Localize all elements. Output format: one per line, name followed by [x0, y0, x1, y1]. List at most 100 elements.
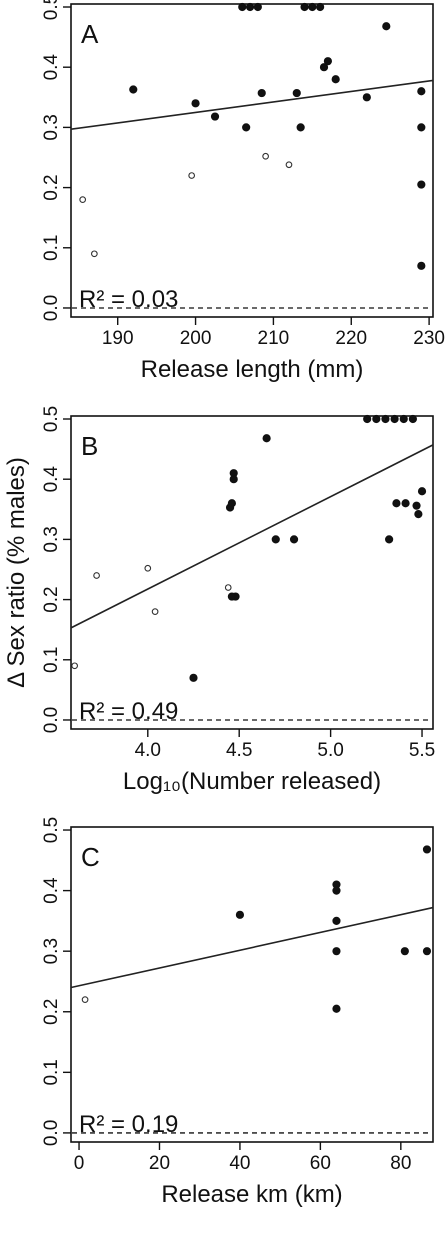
filled-point-c [332, 1004, 341, 1013]
filled-point-a [417, 261, 426, 270]
y-tick-label-c: 0.4 [41, 877, 62, 904]
filled-point-b [229, 475, 238, 484]
x-tick-label-c: 20 [149, 1153, 170, 1174]
plot-frame-b [70, 415, 434, 730]
filled-point-b [417, 487, 427, 496]
filled-point-c [422, 947, 432, 956]
filled-point-b [414, 510, 423, 519]
open-point-a [79, 196, 87, 203]
filled-point-a [362, 93, 371, 102]
filled-point-c [235, 910, 245, 919]
y-tick-label-a: 0.5 [41, 0, 62, 20]
filled-point-b [363, 414, 372, 424]
filled-point-c [332, 947, 341, 956]
x-tick-label-b: 5.0 [317, 740, 343, 761]
filled-point-a [300, 2, 309, 12]
filled-point-a [129, 85, 138, 94]
panel-b: B R² = 0.49 Log₁₀(Number released) Δ Sex… [3, 406, 435, 795]
filled-point-a [382, 22, 391, 31]
y-axis-label: Δ Sex ratio (% males) [3, 457, 30, 688]
y-tick-label-b: 0.0 [41, 707, 62, 733]
r-squared-b: R² = 0.49 [79, 698, 178, 725]
y-tick-label-a: 0.4 [41, 54, 62, 81]
y-tick-label-b: 0.1 [41, 647, 62, 673]
filled-point-b [401, 499, 410, 508]
x-axis-label-c: Release km (km) [161, 1181, 342, 1208]
filled-point-a [417, 123, 426, 132]
y-tick-label-c: 0.1 [41, 1059, 62, 1085]
open-point-c [81, 996, 89, 1003]
panel-label-b: B [81, 431, 98, 461]
panel-label-c: C [81, 842, 100, 872]
regression-line-a [70, 79, 434, 130]
filled-point-b [227, 499, 236, 508]
filled-point-a [292, 88, 301, 98]
r-squared-c: R² = 0.19 [79, 1111, 178, 1138]
y-tick-label-c: 0.5 [41, 817, 62, 843]
filled-point-b [189, 673, 198, 682]
filled-point-a [210, 112, 220, 121]
filled-point-a [242, 123, 251, 132]
x-tick-label-a: 210 [258, 328, 290, 349]
filled-point-b [385, 535, 394, 544]
x-tick-label-a: 200 [180, 328, 212, 349]
x-tick-label-b: 4.5 [226, 740, 252, 761]
filled-point-c [332, 916, 341, 925]
filled-point-a [308, 2, 317, 12]
y-tick-label-b: 0.5 [41, 406, 62, 432]
filled-point-a [331, 75, 340, 84]
filled-point-a [417, 180, 426, 189]
open-point-b [144, 564, 152, 572]
filled-point-a [296, 123, 305, 132]
x-tick-label-a: 230 [413, 328, 445, 349]
regression-line-c [70, 906, 434, 989]
filled-point-c [332, 886, 341, 895]
y-tick-label-c: 0.0 [41, 1120, 62, 1146]
y-tick-label-b: 0.3 [41, 526, 62, 552]
filled-point-a [319, 63, 329, 72]
filled-point-a [257, 88, 266, 98]
open-point-a [91, 250, 98, 258]
x-axis-label-b: Log₁₀(Number released) [123, 768, 381, 795]
y-tick-label-a: 0.1 [41, 235, 62, 261]
x-tick-label-b: 4.0 [135, 740, 161, 761]
r-squared-a: R² = 0.03 [79, 286, 178, 313]
filled-point-a [323, 57, 333, 66]
x-axis-label-a: Release length (mm) [141, 356, 364, 383]
filled-point-b [412, 501, 421, 510]
filled-point-c [422, 845, 432, 854]
x-tick-label-a: 190 [102, 328, 134, 349]
filled-point-a [191, 99, 200, 108]
panel-a: A R² = 0.03 Release length (mm) 0.0 0.1 0.… [41, 0, 445, 383]
y-tick-label-c: 0.3 [41, 938, 62, 964]
y-tick-label-c: 0.2 [41, 999, 62, 1025]
y-tick-label-b: 0.4 [41, 466, 62, 493]
filled-point-a [238, 2, 247, 12]
panel-c: C R² = 0.19 Release km (km) 0.0 0.1 0.2 0.3… [41, 817, 434, 1208]
filled-point-b [381, 414, 390, 424]
filled-point-b [289, 535, 299, 544]
filled-point-b [408, 414, 417, 424]
x-tick-label-c: 0 [74, 1153, 85, 1174]
filled-point-b [390, 414, 399, 424]
open-point-b [71, 662, 79, 670]
open-point-a [262, 152, 269, 160]
filled-point-a [253, 2, 262, 12]
y-tick-label-a: 0.0 [41, 295, 62, 321]
filled-point-a [417, 87, 426, 96]
filled-point-b [262, 434, 271, 443]
x-tick-label-c: 60 [310, 1153, 331, 1174]
x-tick-label-a: 220 [335, 328, 367, 349]
filled-point-a [316, 2, 325, 12]
open-point-a [188, 172, 196, 179]
x-tick-label-b: 5.5 [409, 740, 435, 761]
regression-line-b [70, 444, 434, 629]
plot-frame-a [70, 3, 434, 318]
filled-point-b [392, 499, 401, 508]
filled-point-b [399, 414, 408, 424]
open-point-a [285, 161, 293, 169]
filled-point-b [227, 592, 236, 601]
open-point-b [151, 608, 159, 615]
panel-label-a: A [81, 19, 99, 49]
